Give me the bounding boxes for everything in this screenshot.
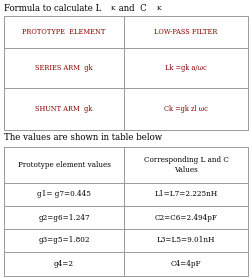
Text: SHUNT ARM  gk: SHUNT ARM gk: [35, 105, 93, 113]
Text: K: K: [111, 6, 116, 11]
Text: The values are shown in table below: The values are shown in table below: [4, 133, 162, 142]
Text: K: K: [157, 6, 162, 11]
Text: PROTOTYPE  ELEMENT: PROTOTYPE ELEMENT: [22, 28, 106, 36]
Bar: [4, 147, 248, 276]
Text: Formula to calculate L: Formula to calculate L: [4, 4, 101, 13]
Text: L1=L7=2.225nH: L1=L7=2.225nH: [154, 190, 218, 198]
Text: g3=g5=1.802: g3=g5=1.802: [38, 237, 90, 244]
Text: Prototype element values: Prototype element values: [18, 161, 110, 169]
Text: g2=g6=1.247: g2=g6=1.247: [38, 214, 90, 222]
Text: LOW-PASS FILTER: LOW-PASS FILTER: [154, 28, 218, 36]
Text: C2=C6=2.494pF: C2=C6=2.494pF: [154, 214, 217, 222]
Text: Ck =gk zl ωc: Ck =gk zl ωc: [164, 105, 208, 113]
Text: g1= g7=0.445: g1= g7=0.445: [37, 190, 91, 198]
Text: C4=4pF: C4=4pF: [171, 260, 201, 268]
Text: and  C: and C: [116, 4, 147, 13]
Bar: [4, 16, 248, 130]
Text: Corresponding L and C
Values: Corresponding L and C Values: [144, 156, 228, 174]
Text: g4=2: g4=2: [54, 260, 74, 268]
Text: L3=L5=9.01nH: L3=L5=9.01nH: [157, 237, 215, 244]
Text: SERIES ARM  gk: SERIES ARM gk: [35, 64, 93, 72]
Text: Lk =gk a/ωc: Lk =gk a/ωc: [165, 64, 207, 72]
